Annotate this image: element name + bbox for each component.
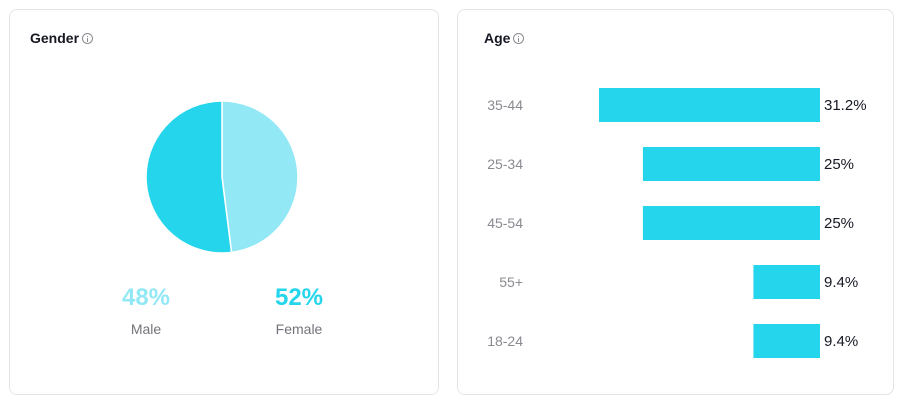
age-card-title: Age <box>484 30 525 46</box>
age-bar-value-label: 25% <box>824 215 854 232</box>
age-bar-value-label: 9.4% <box>824 333 858 350</box>
info-icon[interactable] <box>82 32 94 44</box>
female-label: Female <box>275 321 323 337</box>
age-category-label: 18-24 <box>487 333 523 349</box>
age-bar[interactable] <box>599 88 820 122</box>
age-bar[interactable] <box>642 206 820 240</box>
age-category-label: 35-44 <box>487 97 523 113</box>
female-stat: 52% Female <box>239 284 359 337</box>
age-bar[interactable] <box>753 265 820 299</box>
info-icon[interactable] <box>513 32 525 44</box>
gender-card: Gender 48% Male 52% Female <box>9 9 439 395</box>
age-bar[interactable] <box>642 147 820 181</box>
age-bar-value-label: 25% <box>824 156 854 173</box>
female-percent: 52% <box>274 284 324 311</box>
age-card: Age 35-44 31.2% 25-34 25% 45-54 25% 55+ 9.4% 18-… <box>457 9 894 395</box>
age-title-text: Age <box>484 30 511 46</box>
male-percent: 48% <box>121 284 171 311</box>
gender-title-text: Gender <box>30 30 80 46</box>
male-label: Male <box>130 321 162 337</box>
age-category-label: 25-34 <box>487 156 523 172</box>
gender-pie-chart <box>145 100 299 254</box>
pie-slice-female[interactable] <box>145 100 233 254</box>
pie-slice-male[interactable] <box>221 100 299 254</box>
age-bar-chart: 35-44 31.2% 25-34 25% 45-54 25% 55+ 9.4% 18-24 9.… <box>487 88 867 358</box>
age-bar-value-label: 9.4% <box>824 274 858 291</box>
age-bar[interactable] <box>753 324 820 358</box>
gender-card-title: Gender <box>30 30 94 46</box>
age-bar-value-label: 31.2% <box>824 97 867 114</box>
age-category-label: 45-54 <box>487 215 523 231</box>
age-category-label: 55+ <box>499 274 523 290</box>
male-stat: 48% Male <box>86 284 206 337</box>
